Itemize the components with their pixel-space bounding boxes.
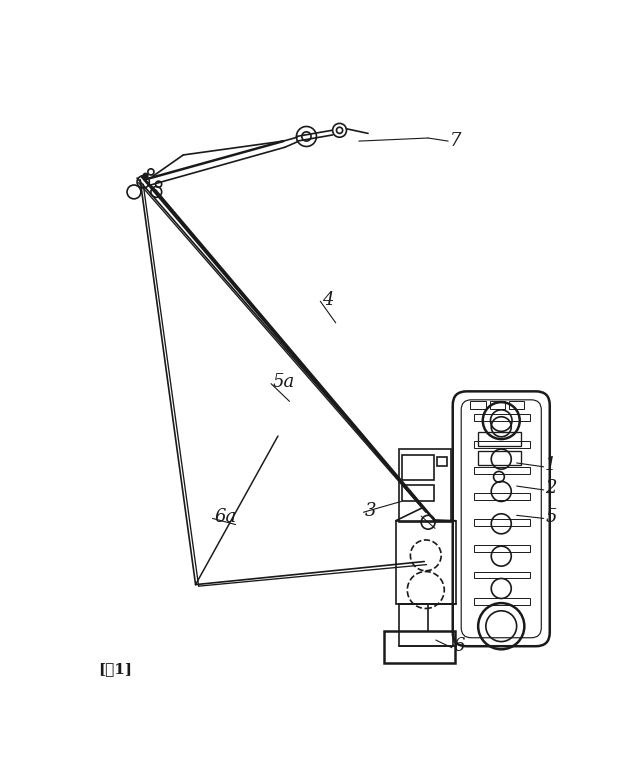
Bar xyxy=(399,449,451,522)
Bar xyxy=(402,485,435,502)
Bar xyxy=(474,493,530,500)
Text: 3: 3 xyxy=(365,502,376,520)
Bar xyxy=(474,467,530,474)
Bar xyxy=(474,545,530,552)
Bar xyxy=(384,631,455,663)
Text: 6: 6 xyxy=(454,637,465,655)
Bar xyxy=(474,572,530,579)
Text: 5a: 5a xyxy=(273,373,295,391)
Text: 4: 4 xyxy=(322,291,333,309)
Bar xyxy=(509,401,524,409)
Bar xyxy=(478,432,520,446)
Bar xyxy=(474,519,530,526)
Text: 7: 7 xyxy=(450,132,461,150)
Text: 2: 2 xyxy=(545,479,557,497)
Text: 1: 1 xyxy=(545,456,557,475)
Bar xyxy=(402,455,435,480)
Circle shape xyxy=(143,173,148,178)
Bar xyxy=(474,415,530,422)
Text: 5: 5 xyxy=(545,508,557,526)
Text: 6a: 6a xyxy=(214,508,236,526)
Bar xyxy=(396,520,456,604)
Bar xyxy=(474,440,530,447)
Bar xyxy=(474,598,530,605)
Bar xyxy=(399,604,452,647)
Bar xyxy=(437,457,447,466)
Bar xyxy=(470,401,486,409)
Bar xyxy=(490,401,505,409)
Text: [図1]: [図1] xyxy=(99,662,132,676)
Bar xyxy=(478,451,520,465)
